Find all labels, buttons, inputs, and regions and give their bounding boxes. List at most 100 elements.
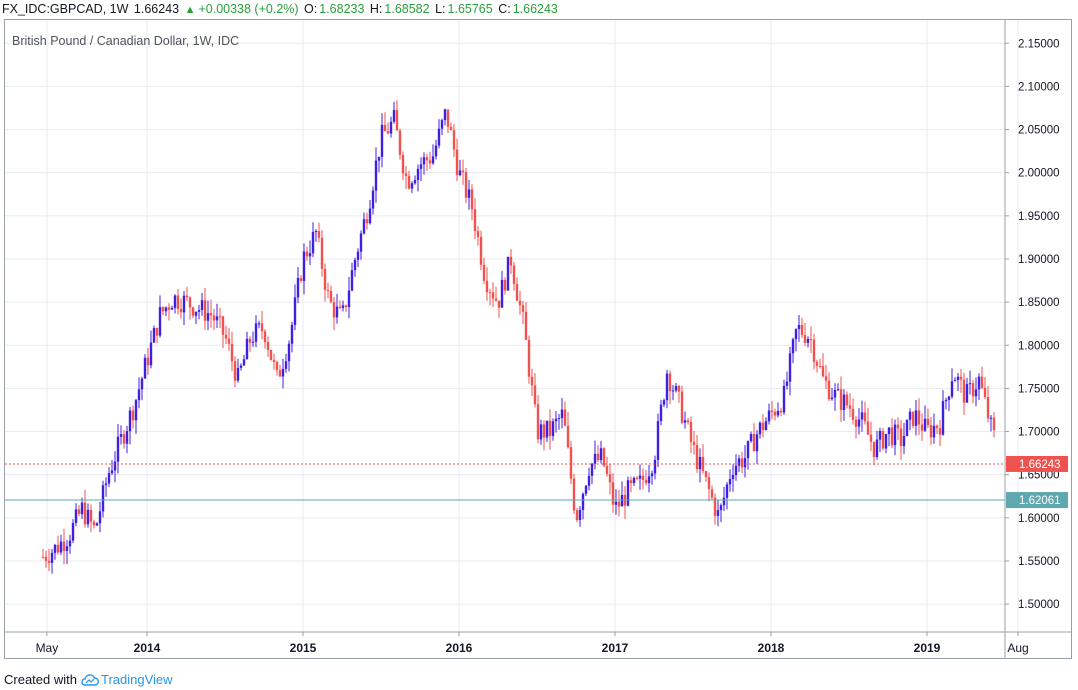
x-tick-label: 2016 bbox=[446, 641, 473, 655]
candle-body bbox=[269, 349, 273, 360]
candle-body bbox=[593, 453, 597, 464]
candle-body bbox=[146, 357, 150, 366]
candle-body bbox=[485, 280, 489, 293]
candle-body bbox=[68, 540, 72, 547]
candle-body bbox=[533, 385, 537, 405]
y-tick-label: 1.60000 bbox=[1018, 513, 1060, 525]
candle-body bbox=[749, 434, 753, 442]
candle-body bbox=[338, 306, 342, 308]
candle-body bbox=[722, 497, 726, 506]
candle-body bbox=[452, 130, 456, 150]
candle-body bbox=[788, 353, 792, 382]
candle-body bbox=[257, 323, 261, 325]
candle-body bbox=[77, 509, 81, 515]
candle-body bbox=[866, 421, 870, 435]
candle-body bbox=[626, 480, 630, 506]
candle-body bbox=[443, 109, 447, 121]
candle-body bbox=[581, 493, 585, 510]
candle-body bbox=[215, 316, 219, 321]
candle-body bbox=[395, 110, 399, 131]
candle-body bbox=[980, 376, 984, 388]
candle-body bbox=[506, 256, 510, 291]
candle-body bbox=[662, 400, 666, 405]
candle-body bbox=[560, 409, 564, 419]
candle-body bbox=[800, 324, 804, 335]
candle-body bbox=[371, 190, 375, 209]
candle-body bbox=[47, 560, 51, 563]
candle-body bbox=[350, 270, 354, 291]
tradingview-brand: TradingView bbox=[100, 672, 173, 687]
candle-body bbox=[656, 421, 660, 460]
candle-body bbox=[422, 157, 426, 165]
candlestick-chart[interactable]: 1.50000 1.55000 1.60000 1.65000 1.70000 1.750… bbox=[5, 20, 1071, 658]
y-tick-label: 1.55000 bbox=[1018, 556, 1060, 568]
candle-body bbox=[89, 509, 93, 522]
candle-body bbox=[362, 219, 366, 234]
candle-body bbox=[815, 361, 819, 366]
candle-body bbox=[650, 473, 654, 477]
candle-body bbox=[380, 124, 384, 157]
candle-body bbox=[863, 412, 867, 422]
low-label: L: bbox=[435, 2, 446, 16]
candle-body bbox=[902, 435, 906, 447]
symbol-header: FX_IDC:GBPCAD, 1W 1.66243 ▲ +0.00338 (+0.… bbox=[2, 2, 560, 20]
candle-body bbox=[674, 386, 678, 391]
triangle-up-icon: ▲ bbox=[184, 4, 196, 16]
candle-body bbox=[107, 473, 111, 484]
candle-body bbox=[392, 110, 396, 122]
last-price: 1.66243 bbox=[133, 2, 180, 16]
candle-body bbox=[374, 160, 378, 191]
low-value: 1.65765 bbox=[447, 2, 493, 16]
candle-body bbox=[224, 334, 228, 339]
candle-body bbox=[386, 131, 390, 134]
candle-body bbox=[455, 149, 459, 176]
candle-body bbox=[527, 339, 531, 377]
candle-body bbox=[398, 130, 402, 155]
candle-body bbox=[434, 145, 438, 157]
candle-body bbox=[500, 279, 504, 308]
candle-body bbox=[50, 552, 54, 563]
candle-body bbox=[755, 434, 759, 452]
tradingview-link[interactable]: TradingView bbox=[81, 672, 173, 687]
candle-body bbox=[230, 343, 234, 362]
y-tick-label: 2.15000 bbox=[1018, 38, 1060, 50]
candle-body bbox=[680, 391, 684, 423]
candle-body bbox=[167, 307, 171, 310]
x-tick-label: 2015 bbox=[290, 641, 317, 655]
candle-body bbox=[716, 510, 720, 516]
symbol-name[interactable]: FX_IDC:GBPCAD, 1W bbox=[2, 2, 129, 16]
x-tick-label: Aug bbox=[1007, 641, 1028, 655]
candle-body bbox=[488, 292, 492, 294]
candle-body bbox=[851, 408, 855, 420]
candle-body bbox=[992, 417, 996, 431]
candle-body bbox=[254, 323, 258, 342]
candle-body bbox=[317, 231, 321, 238]
candle-body bbox=[698, 456, 702, 470]
candle-body bbox=[110, 470, 114, 474]
candle-body bbox=[953, 380, 957, 382]
x-tick-label: 2018 bbox=[758, 641, 785, 655]
candle-body bbox=[854, 419, 858, 427]
candle-body bbox=[977, 376, 981, 390]
created-with-label: Created with bbox=[4, 672, 77, 687]
candle-body bbox=[56, 544, 60, 553]
y-tick-label: 2.10000 bbox=[1018, 81, 1060, 93]
candle-body bbox=[791, 339, 795, 354]
candle-body bbox=[314, 231, 318, 233]
candle-body bbox=[170, 307, 174, 310]
candle-body bbox=[185, 295, 189, 298]
candle-body bbox=[290, 324, 294, 344]
chart-frame[interactable]: 1.50000 1.55000 1.60000 1.65000 1.70000 1.750… bbox=[4, 19, 1072, 659]
candle-body bbox=[365, 219, 369, 224]
candle-body bbox=[665, 373, 669, 401]
candle-body bbox=[632, 477, 636, 484]
candle-body bbox=[605, 465, 609, 475]
y-tick-label: 1.85000 bbox=[1018, 297, 1060, 309]
candle-body bbox=[644, 480, 648, 484]
candle-body bbox=[122, 434, 126, 444]
candle-body bbox=[941, 401, 945, 435]
candle-body bbox=[608, 474, 612, 483]
candle-body bbox=[905, 419, 909, 436]
candle-body bbox=[275, 361, 279, 371]
candle-body bbox=[689, 422, 693, 442]
